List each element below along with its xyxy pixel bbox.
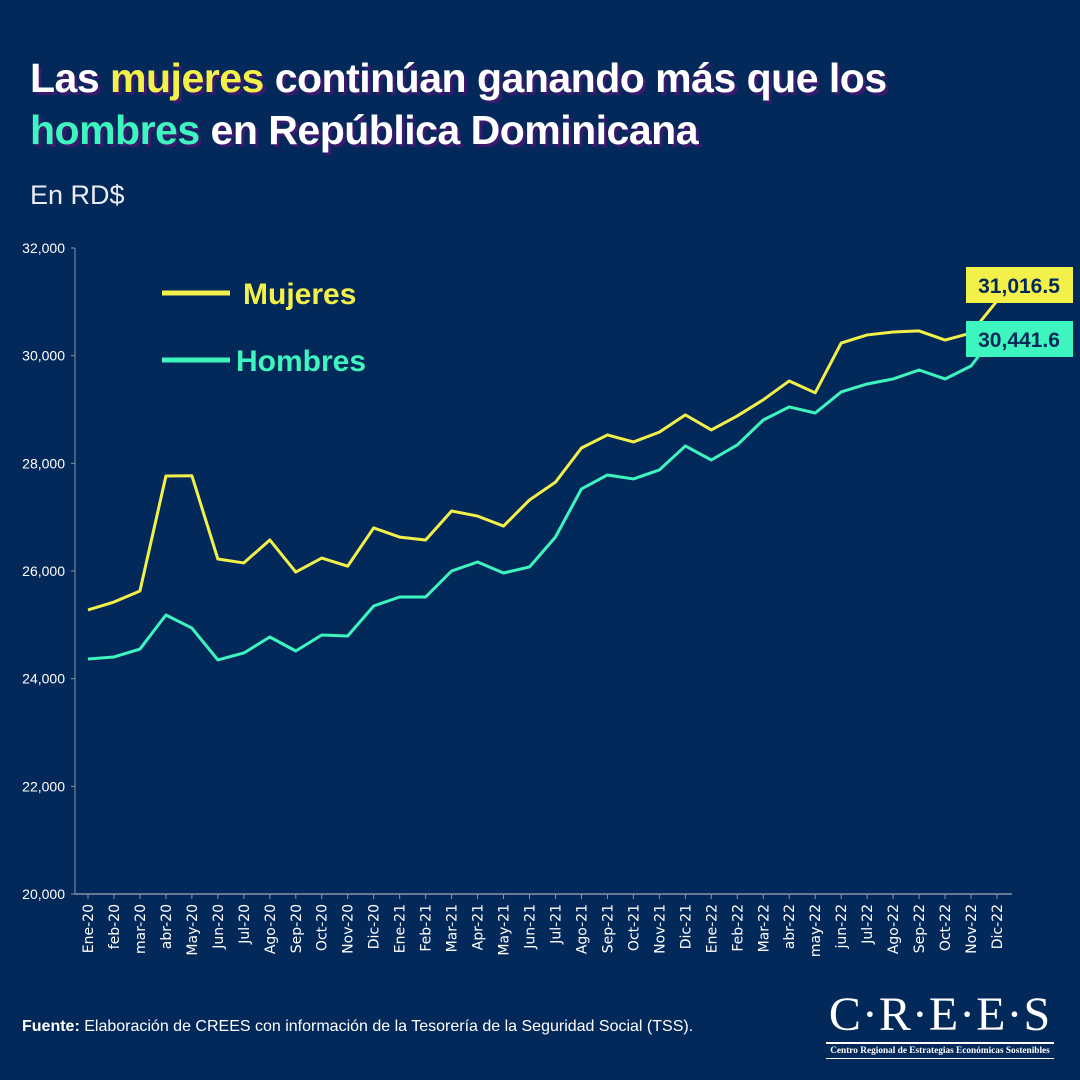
title-men: hombres bbox=[30, 107, 200, 153]
x-tick-label: Dic-20 bbox=[367, 904, 383, 949]
x-tick-label: may-22 bbox=[808, 904, 824, 957]
chart-subtitle: En RD$ bbox=[30, 180, 125, 210]
x-tick-label: Nov-22 bbox=[964, 904, 980, 954]
title-women: mujeres bbox=[110, 55, 264, 101]
source-label: Fuente: bbox=[22, 1018, 80, 1035]
source-text: Elaboración de CREES con información de … bbox=[79, 1018, 694, 1035]
x-tick-label: May-20 bbox=[185, 904, 201, 956]
crees-logo: C·R·E·E·S Centro Regional de Estrategias… bbox=[822, 988, 1058, 1059]
x-tick-label: Ene-22 bbox=[704, 904, 720, 953]
logo-main: C·R·E·E·S bbox=[828, 988, 1052, 1041]
x-tick-label: Feb-21 bbox=[419, 904, 435, 952]
legend-label-hombres: Hombres bbox=[236, 345, 366, 378]
end-label-box bbox=[966, 267, 1073, 303]
x-tick-label: feb-20 bbox=[107, 904, 123, 949]
legend-label-mujeres: Mujeres bbox=[243, 278, 356, 311]
x-tick-label: jun-22 bbox=[834, 904, 850, 950]
y-tick-label: 28,000 bbox=[22, 455, 65, 471]
title-text: continúan ganando más que los bbox=[263, 55, 887, 101]
y-tick-label: 32,000 bbox=[22, 240, 65, 256]
series-line-hombres bbox=[87, 330, 999, 662]
x-tick-label: Ene-21 bbox=[393, 904, 409, 953]
end-label-box bbox=[966, 321, 1073, 357]
x-tick-label: Sep-22 bbox=[912, 904, 928, 953]
chart-title: Las mujeres continúan ganando más que lo… bbox=[30, 52, 887, 156]
x-tick-label: mar-20 bbox=[133, 904, 149, 954]
y-tick-label: 20,000 bbox=[22, 886, 65, 902]
x-tick-label: Mar-21 bbox=[445, 904, 461, 952]
x-tick-label: Mar-22 bbox=[756, 904, 772, 952]
x-tick-label: Ago-21 bbox=[574, 904, 590, 954]
y-tick-label: 26,000 bbox=[22, 563, 65, 579]
x-tick-label: Ago-22 bbox=[886, 904, 902, 954]
x-tick-label: Oct-22 bbox=[938, 904, 954, 951]
x-tick-label: Ago-20 bbox=[263, 904, 279, 954]
x-tick-label: Oct-20 bbox=[315, 904, 331, 951]
x-tick-label: Jul-22 bbox=[860, 904, 876, 945]
y-tick-label: 22,000 bbox=[22, 778, 65, 794]
x-tick-label: Nov-21 bbox=[652, 904, 668, 954]
end-label-hombres: 30,441.6 bbox=[978, 329, 1060, 352]
x-tick-label: Feb-22 bbox=[730, 904, 746, 952]
x-tick-label: Dic-21 bbox=[678, 904, 694, 949]
line-chart: 20,000 22,000 24,000 26,000 28,000 30,000 32,0… bbox=[22, 240, 1073, 957]
title-text: en República Dominicana bbox=[199, 107, 699, 153]
x-tick-label: Apr-21 bbox=[471, 904, 487, 950]
x-tick-label: May-21 bbox=[497, 904, 513, 956]
x-tick-label: Jul-20 bbox=[237, 904, 253, 945]
x-tick-label: Jun-21 bbox=[523, 904, 539, 950]
x-tick-label: Nov-20 bbox=[341, 904, 357, 954]
source-note: Fuente: Elaboración de CREES con informa… bbox=[22, 1018, 693, 1036]
x-tick-label: abr-20 bbox=[159, 904, 175, 949]
logo-sub: Centro Regional de Estrategias Económica… bbox=[830, 1046, 1050, 1056]
x-tick-label: abr-22 bbox=[782, 904, 798, 949]
x-tick-label: Sep-20 bbox=[289, 904, 305, 953]
title-text: Las bbox=[30, 55, 111, 101]
x-tick-label: Sep-21 bbox=[600, 904, 616, 953]
x-tick-label: Jul-21 bbox=[548, 904, 564, 945]
end-label-mujeres: 31,016.5 bbox=[978, 275, 1060, 298]
x-tick-label: Dic-22 bbox=[990, 904, 1006, 949]
y-tick-label: 24,000 bbox=[22, 671, 65, 687]
series-line-mujeres bbox=[87, 300, 999, 612]
x-tick-label: Ene-20 bbox=[81, 904, 97, 953]
y-tick-label: 30,000 bbox=[22, 348, 65, 364]
x-tick-label: Oct-21 bbox=[626, 904, 642, 951]
x-tick-label: Jun-20 bbox=[211, 904, 227, 950]
